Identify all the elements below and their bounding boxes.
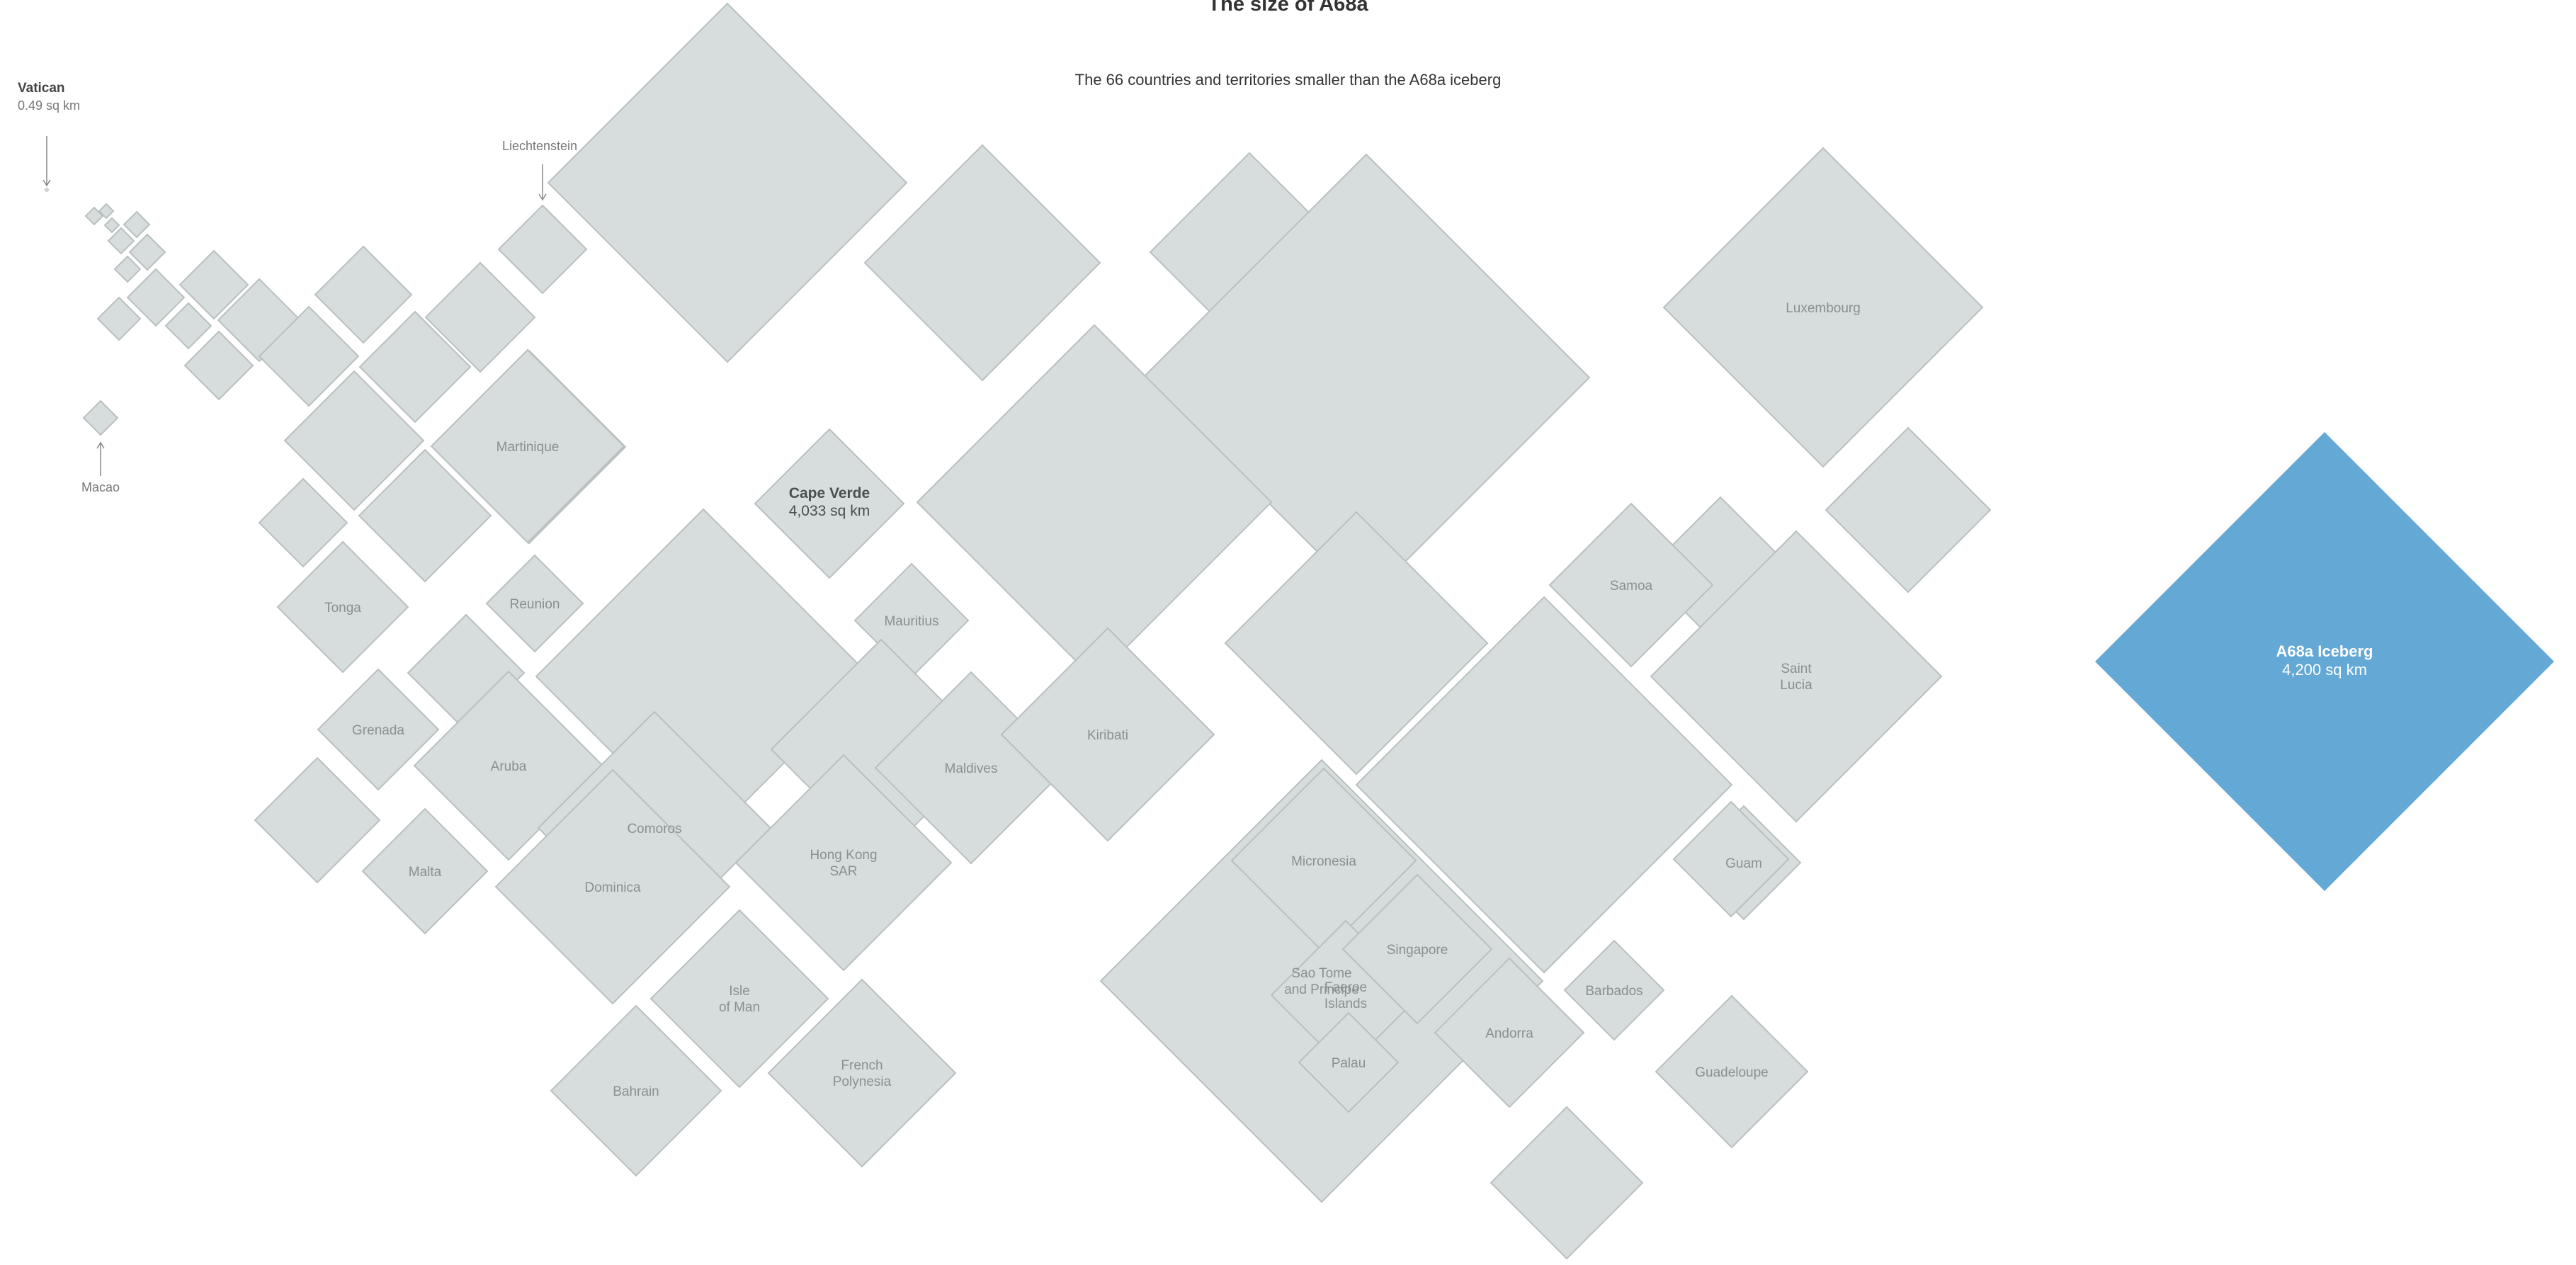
country-diamond [126,268,186,327]
country-diamond [1224,511,1489,776]
country-diamond [1672,800,1790,918]
country-diamond [164,302,212,350]
tonga-label: Tonga [324,601,361,616]
martinique-label: Martinique [497,440,560,455]
country-diamond [84,206,104,226]
cape-verde-label: Cape Verde 4,033 sq km [789,485,870,519]
chart-title: The size of A68a [1208,0,1368,16]
country-diamond [107,227,135,255]
singapore-diamond [1341,873,1493,1025]
luxembourg-diamond [1662,147,1984,468]
martinique-diamond [430,348,625,544]
liechtenstein-label: Liechtenstein [502,139,577,153]
malta-diamond [361,807,489,935]
vatican-arrowhead [42,179,51,187]
country-diamond [358,448,492,583]
french-polynesia-diamond [767,978,957,1168]
diamond-layer [82,2,2554,1260]
saint-lucia-label: Saint Lucia [1780,662,1812,693]
barbados-diamond [1563,939,1665,1041]
maldives-label: Maldives [945,761,998,776]
andorra-label: Andorra [1485,1026,1533,1041]
country-diamond [183,330,254,401]
grenada-label: Grenada [352,723,404,738]
mauritius-label: Mauritius [884,614,938,629]
malta-label: Malta [409,865,442,880]
country-diamond [258,477,348,568]
singapore-label: Singapore [1387,943,1448,958]
country-diamond [178,249,249,320]
guadeloupe-label: Guadeloupe [1695,1065,1769,1080]
country-diamond [314,245,413,344]
guam-label: Guam [1725,856,1762,871]
kiribati-label: Kiribati [1087,728,1128,743]
grenada-diamond [317,668,440,791]
country-diamond [123,210,151,239]
vatican-name: Vatican [18,81,65,96]
macao-arrowhead [96,441,105,449]
country-diamond [1490,1106,1644,1260]
country-diamond [113,255,142,283]
country-diamond [103,217,120,234]
cape-verde-diamond [754,428,905,579]
country-diamond [547,2,908,363]
tonga-diamond [276,540,409,674]
guadeloupe-diamond [1655,994,1809,1149]
chart-subtitle: The 66 countries and territories smaller… [1074,71,1502,89]
country-diamond [258,305,360,407]
palau-diamond [1298,1011,1400,1113]
sao-tome-and-principe-label: Sao Tome and Principe [1284,966,1359,997]
country-diamond [358,310,472,424]
faeroe-islands-label: Faeroe Islands [1324,980,1367,1011]
country-diamond [863,144,1101,382]
country-diamond [82,399,119,436]
dominica-diamond [494,768,731,1005]
macao-label: Macao [81,480,120,494]
country-diamond [96,296,142,341]
country-diamond [128,233,166,271]
liechtenstein-arrowhead [538,193,547,201]
barbados-label: Barbados [1585,984,1642,999]
isle-of-man-label: Isle of Man [719,984,760,1015]
reunion-label: Reunion [510,597,560,612]
aruba-label: Aruba [491,759,527,774]
reunion-diamond [485,554,584,653]
country-diamond [254,756,381,884]
vatican-diamond [44,187,50,193]
hong-kong-sar-label: Hong Kong SAR [810,848,877,879]
bahrain-diamond [550,1004,722,1177]
country-diamond [98,203,115,220]
country-diamond [283,370,425,511]
french-polynesia-label: French Polynesia [833,1058,892,1089]
luxembourg-label: Luxembourg [1786,301,1861,316]
vatican-area: 0.49 sq km [18,98,80,113]
label-layer: Luxembourg Martinique Cape Verde 4,033 sq k… [324,301,2373,1099]
samoa-diamond [1548,502,1714,668]
palau-label: Palau [1332,1056,1366,1071]
kiribati-diamond [1000,627,1215,842]
country-diamond [1825,426,1992,594]
hong-kong-sar-diamond [734,754,953,972]
country-diamond [1355,596,1733,974]
isle-of-man-diamond [649,909,829,1089]
comoros-label: Comoros [627,822,681,836]
bahrain-label: Bahrain [613,1084,659,1099]
micronesia-label: Micronesia [1291,854,1356,869]
samoa-label: Samoa [1610,579,1653,594]
dominica-label: Dominica [584,880,641,895]
iceberg-diamond [2095,432,2554,891]
saint-lucia-diamond [1650,530,1943,823]
iceberg-label: A68a Iceberg 4,200 sq km [2276,642,2373,679]
andorra-diamond [1434,957,1585,1108]
country-diamond [497,204,588,295]
country-diamond [424,261,536,373]
